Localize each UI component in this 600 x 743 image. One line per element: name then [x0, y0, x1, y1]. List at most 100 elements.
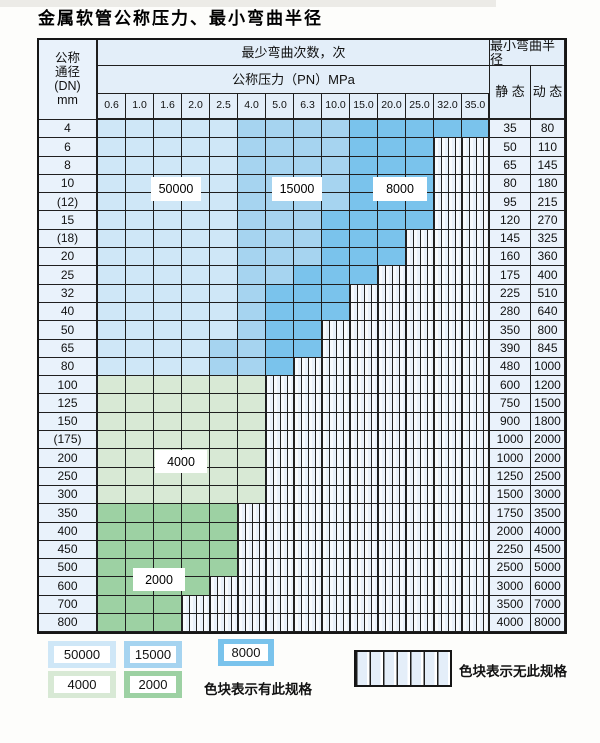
- grid-cell: [350, 449, 378, 468]
- grid-cell: [238, 449, 266, 468]
- grid-cell: [182, 614, 210, 633]
- legend-swatch-value: 50000: [54, 646, 110, 663]
- grid-cell: [322, 339, 350, 358]
- grid-cell: [434, 302, 462, 322]
- grid-cell: [434, 485, 462, 505]
- dynamic-cell: 800: [531, 321, 565, 340]
- grid-cell: [350, 248, 378, 267]
- grid-cell: [434, 193, 462, 212]
- grid-cell: [98, 394, 126, 413]
- grid-cell: [378, 248, 406, 267]
- grid-cell: [350, 357, 378, 377]
- grid-cell: [350, 467, 378, 486]
- grid-cell: [350, 376, 378, 395]
- grid-cell: [322, 595, 350, 615]
- static-cell: 2500: [490, 559, 531, 578]
- grid-cell: [378, 485, 406, 505]
- grid-cell: [462, 522, 490, 541]
- grid-cell: [266, 211, 294, 230]
- dynamic-cell: 2000: [531, 431, 565, 450]
- grid-cell: [350, 412, 378, 432]
- grid-cell: [182, 302, 210, 322]
- static-cell: 390: [490, 339, 531, 358]
- grid-cell: [406, 595, 434, 615]
- grid-cell: [434, 284, 462, 303]
- dynamic-cell: 4000: [531, 522, 565, 541]
- grid-cell: [154, 394, 182, 413]
- grid-cell: [182, 357, 210, 377]
- grid-cell: [378, 431, 406, 450]
- grid-cell: [210, 467, 238, 486]
- grid-cell: [238, 559, 266, 578]
- grid-cell: [238, 412, 266, 432]
- grid-cell: [126, 193, 154, 212]
- static-cell: 4000: [490, 614, 531, 633]
- legend-no-spec-text: 色块表示无此规格: [459, 664, 567, 679]
- dynamic-cell: 145: [531, 156, 565, 175]
- grid-cell: [406, 248, 434, 267]
- grid-cell: [406, 394, 434, 413]
- grid-cell: [266, 302, 294, 322]
- bend-radius-header: 最小弯曲半径: [490, 40, 565, 66]
- grid-cell: [294, 229, 322, 249]
- grid-cell: [406, 266, 434, 285]
- grid-cell: [266, 577, 294, 596]
- grid-cell: [210, 449, 238, 468]
- grid-cell: [266, 248, 294, 267]
- pressure-tick: 0.6: [98, 94, 126, 120]
- grid-cell: [210, 138, 238, 157]
- grid-cell: [434, 229, 462, 249]
- dynamic-cell: 1000: [531, 357, 565, 377]
- static-cell: 600: [490, 376, 531, 395]
- grid-cell: [462, 284, 490, 303]
- grid-cell: [126, 211, 154, 230]
- static-cell: 65: [490, 156, 531, 175]
- grid-cell: [210, 394, 238, 413]
- grid-cell: [322, 522, 350, 541]
- grid-cell: [266, 467, 294, 486]
- dn-cell: 700: [39, 595, 98, 615]
- grid-cell: [210, 248, 238, 267]
- grid-cell: [322, 174, 350, 194]
- grid-cell: [126, 522, 154, 541]
- dn-cell: 125: [39, 394, 98, 413]
- grid-cell: [434, 211, 462, 230]
- grid-cell: [378, 156, 406, 175]
- grid-cell: [322, 504, 350, 523]
- grid-cell: [322, 120, 350, 139]
- grid-cell: [210, 357, 238, 377]
- dn-cell: (18): [39, 229, 98, 249]
- grid-cell: [462, 431, 490, 450]
- grid-cell: [406, 412, 434, 432]
- grid-cell: [182, 559, 210, 578]
- dynamic-cell: 640: [531, 302, 565, 322]
- grid-cell: [350, 522, 378, 541]
- grid-cell: [154, 321, 182, 340]
- grid-cell: [322, 248, 350, 267]
- grid-cell: [154, 266, 182, 285]
- legend-swatch-2000: 2000: [124, 671, 182, 698]
- grid-cell: [238, 522, 266, 541]
- grid-cell: [294, 577, 322, 596]
- grid-cell: [322, 376, 350, 395]
- grid-cell: [294, 412, 322, 432]
- legend-swatch-4000: 4000: [48, 671, 116, 698]
- grid-cell: [462, 577, 490, 596]
- grid-cell: [182, 138, 210, 157]
- grid-cell: [154, 339, 182, 358]
- pressure-tick: 35.0: [462, 94, 490, 120]
- pressure-tick: 25.0: [406, 94, 434, 120]
- grid-cell: [182, 229, 210, 249]
- grid-cell: [154, 412, 182, 432]
- grid-cell: [350, 559, 378, 578]
- grid-cell: [182, 211, 210, 230]
- static-cell: 1000: [490, 449, 531, 468]
- grid-cell: [182, 540, 210, 560]
- grid-cell: [266, 138, 294, 157]
- grid-cell: [98, 485, 126, 505]
- static-cell: 3500: [490, 595, 531, 615]
- dynamic-cell: 3000: [531, 485, 565, 505]
- grid-cell: [238, 467, 266, 486]
- grid-cell: [182, 321, 210, 340]
- grid-cell: [98, 577, 126, 596]
